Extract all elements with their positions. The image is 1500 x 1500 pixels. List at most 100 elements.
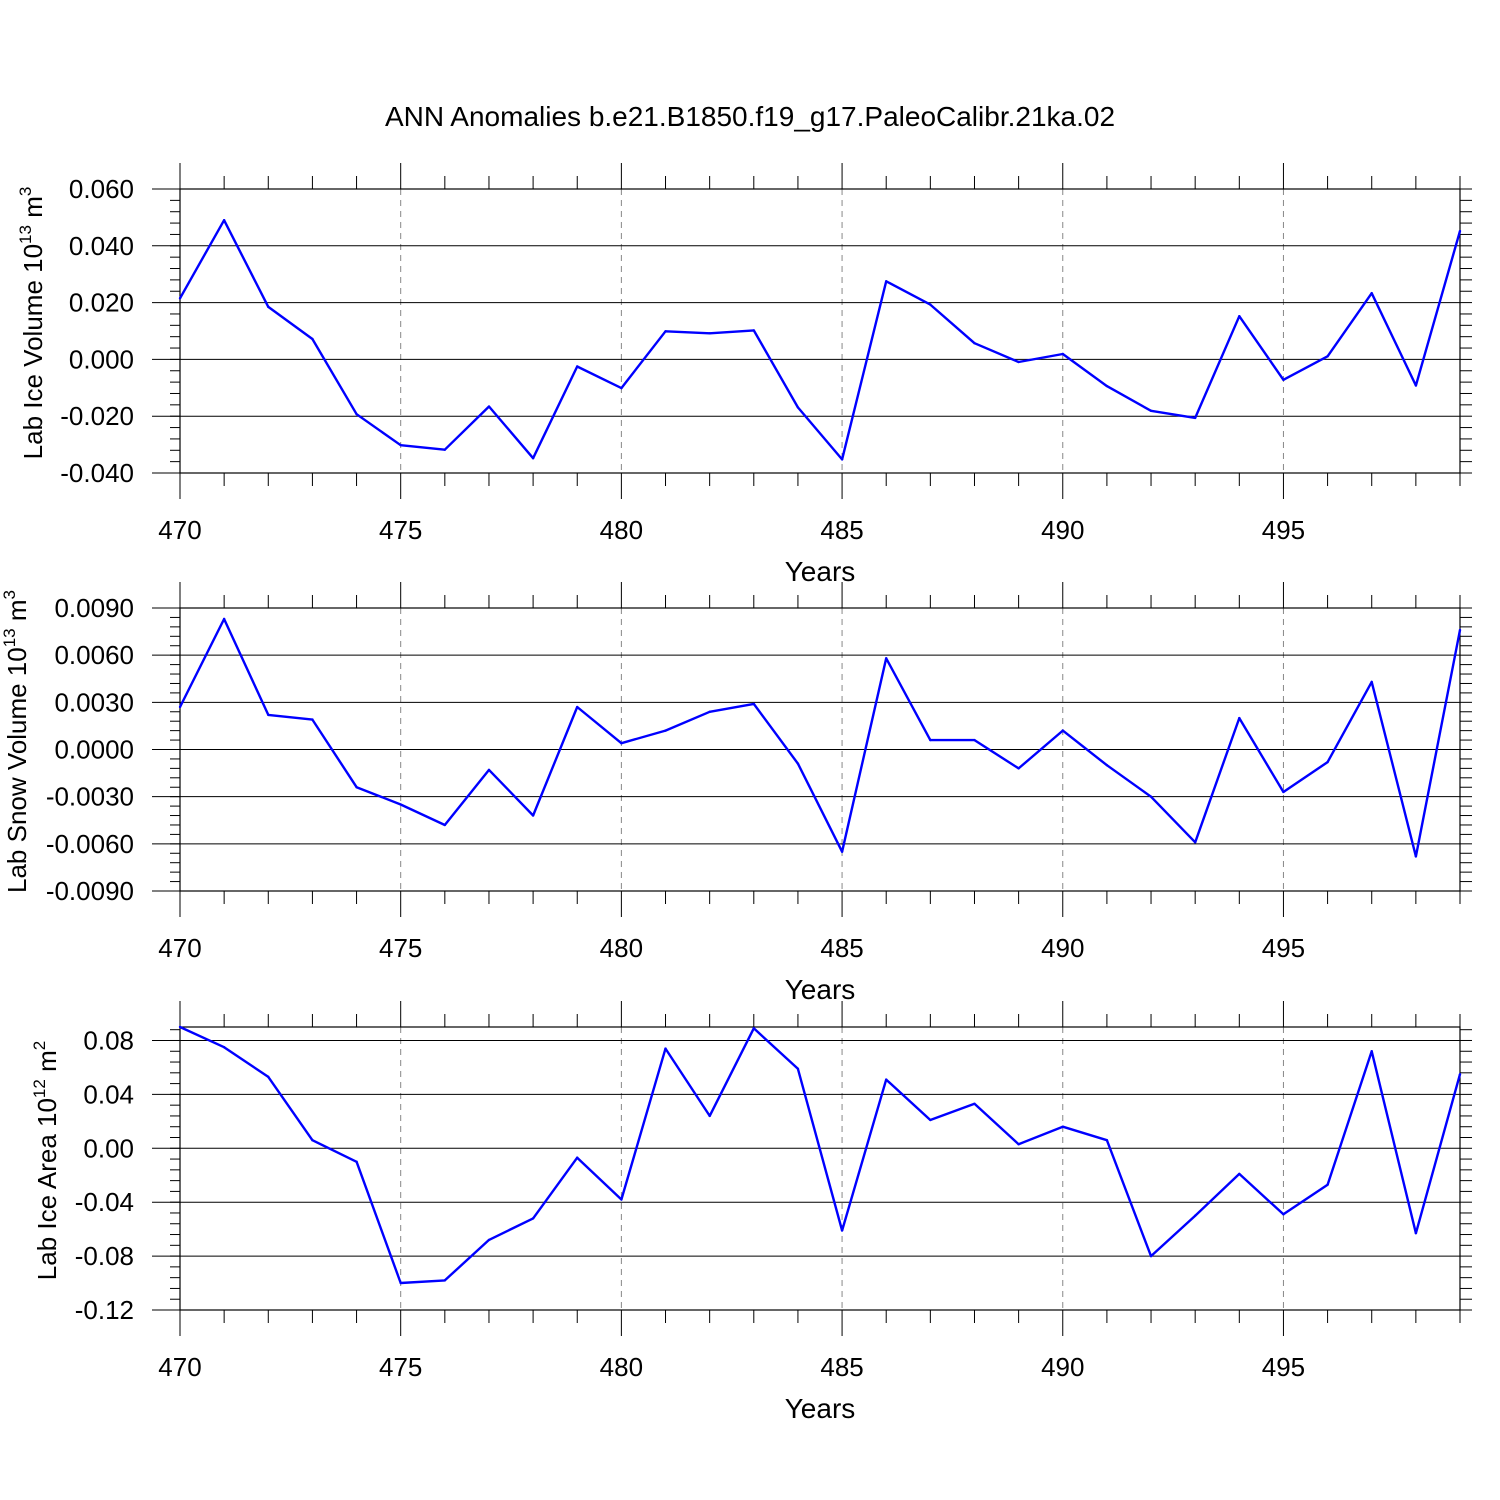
y-axis-label: Lab Snow Volume 1013 m3 [0, 590, 32, 893]
data-point [796, 1067, 800, 1070]
y-tick-label: 0.040 [69, 231, 134, 261]
data-point [1193, 841, 1197, 844]
y-tick-label: 0.04 [83, 1079, 134, 1109]
data-point [1149, 409, 1153, 413]
data-point [1017, 1143, 1020, 1146]
data-point [1149, 795, 1153, 798]
y-tick-labels: -0.040 -0.020 0.000 0.020 0.040 0.060 [60, 174, 134, 488]
data-point [664, 330, 667, 333]
y-axis-label-main: Lab Ice Volume 10 [18, 244, 48, 459]
x-axis-label: Years [785, 1393, 856, 1424]
y-tick-label: -0.0090 [46, 876, 134, 906]
data-point [752, 702, 755, 706]
data-point [178, 705, 182, 709]
series-line [178, 617, 1462, 858]
data-point [840, 458, 844, 461]
data-point [1017, 360, 1020, 364]
figure-title: ANN Anomalies b.e21.B1850.f19_g17.PaleoC… [385, 101, 1115, 132]
x-tick-labels: 470 475 480 485 490 495 [158, 515, 1305, 545]
data-point [885, 1078, 888, 1081]
data-point [531, 1217, 535, 1220]
y-axis-label-exponent: 13 [0, 628, 19, 647]
data-point [1458, 628, 1462, 632]
y-axis-label: Lab Ice Volume 1013 m3 [16, 187, 48, 460]
data-point [355, 413, 358, 416]
data-point [355, 1160, 358, 1163]
data-point [1282, 378, 1285, 382]
data-point [929, 738, 932, 742]
x-tick-label: 490 [1041, 515, 1084, 545]
data-point [1414, 1231, 1418, 1235]
data-point [1105, 1139, 1109, 1142]
y-tick-label: 0.060 [69, 174, 134, 204]
data-point [1061, 729, 1064, 732]
data-point [1458, 1072, 1462, 1076]
data-point [1238, 315, 1241, 318]
x-tick-label: 470 [158, 515, 201, 545]
y-tick-labels: -0.12 -0.08 -0.04 0.00 0.04 0.08 [75, 1025, 134, 1325]
data-point [796, 762, 800, 765]
y-axis-label-unit: m [18, 196, 48, 225]
data-point [1414, 855, 1418, 858]
data-point [576, 365, 579, 368]
data-point [1017, 767, 1020, 770]
data-point [1282, 790, 1285, 794]
data-point [531, 457, 535, 460]
data-point [885, 657, 888, 660]
data-point [1370, 292, 1373, 295]
y-tick-label: 0.0030 [54, 687, 134, 717]
series-group [178, 617, 1462, 858]
data-point [620, 1198, 623, 1201]
data-point [1326, 1183, 1329, 1186]
data-point [973, 1102, 976, 1106]
data-point [1238, 1172, 1241, 1176]
x-tick-label: 475 [379, 1352, 422, 1382]
data-point [1370, 1050, 1373, 1053]
data-point [487, 405, 491, 408]
series-line [179, 1025, 1462, 1285]
data-point [973, 738, 976, 742]
x-tick-label: 475 [379, 515, 422, 545]
data-point [752, 329, 755, 332]
data-point [487, 768, 491, 772]
data-point [311, 337, 314, 341]
data-point [840, 1229, 844, 1232]
y-tick-labels: -0.0090 -0.0060 -0.0030 0.0000 0.0030 0.0060 0… [46, 593, 134, 906]
y-tick-label: -0.04 [75, 1187, 134, 1217]
data-point [443, 448, 447, 451]
x-tick-labels: 470 475 480 485 490 495 [158, 1352, 1305, 1382]
data-point [620, 742, 623, 745]
data-point [443, 823, 447, 827]
y-axis-label-main: Lab Ice Area 10 [32, 1098, 62, 1280]
data-point [311, 1139, 314, 1142]
x-axis-label: Years [785, 974, 856, 1005]
data-point [664, 729, 667, 732]
x-tick-label: 485 [820, 1352, 863, 1382]
data-point [1282, 1213, 1285, 1216]
data-point [1149, 1254, 1153, 1258]
data-point [267, 1075, 270, 1079]
data-point [576, 705, 579, 709]
y-tick-label: 0.08 [83, 1025, 134, 1055]
data-point [1326, 760, 1329, 764]
data-point [443, 1279, 447, 1282]
data-point [1105, 764, 1109, 767]
y-tick-label: 0.020 [69, 288, 134, 318]
y-tick-label: 0.00 [83, 1133, 134, 1163]
data-point [929, 303, 932, 306]
x-tick-label: 495 [1262, 515, 1305, 545]
data-point [752, 1027, 755, 1030]
y-tick-label: 0.0060 [54, 640, 134, 670]
data-point [1061, 352, 1064, 356]
data-point [1414, 384, 1418, 387]
y-axis-label-unit: m [2, 599, 32, 628]
data-point [840, 850, 844, 853]
y-tick-label: 0.000 [69, 344, 134, 374]
data-point [929, 1118, 932, 1122]
plot-frame [179, 1026, 1461, 1311]
data-point [531, 814, 535, 817]
y-tick-label: -0.12 [75, 1295, 134, 1325]
data-point [267, 305, 270, 309]
panel-snow-volume: 470 475 480 485 490 495 -0.0090 -0.0060 -0.0030… [0, 582, 1472, 1005]
data-point [178, 297, 182, 300]
